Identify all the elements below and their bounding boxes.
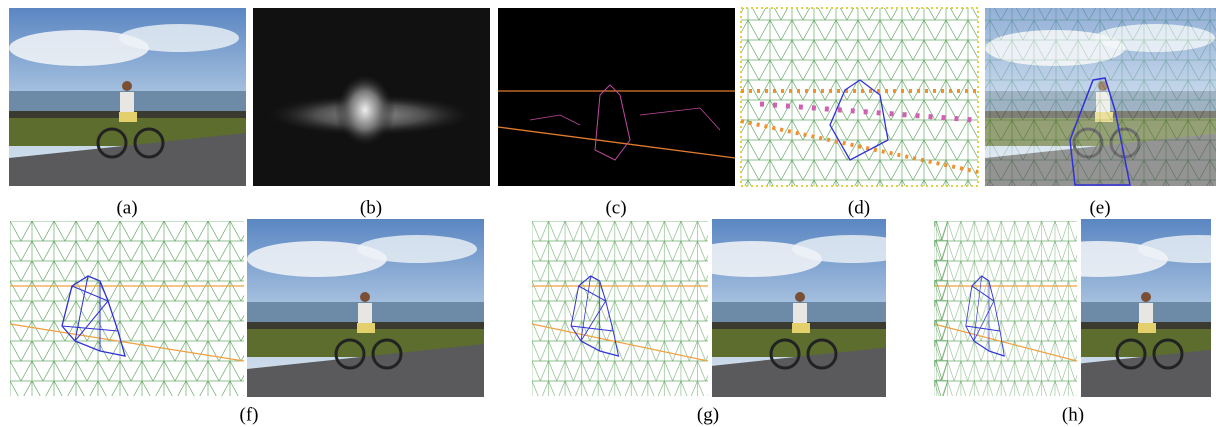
caption: (a) — [116, 197, 137, 218]
warped-mesh — [532, 221, 708, 396]
edge-map — [498, 8, 735, 186]
caption: (g) — [697, 404, 719, 425]
result-photo — [682, 219, 919, 397]
saliency-map — [253, 8, 490, 186]
caption: (e) — [1089, 197, 1110, 218]
photo — [9, 8, 246, 186]
caption: (d) — [848, 197, 870, 218]
mesh-overlay — [985, 8, 1216, 186]
warped-mesh — [10, 221, 244, 396]
mesh-constraints — [741, 8, 978, 186]
caption: (b) — [360, 197, 382, 218]
caption: (c) — [605, 197, 626, 218]
caption: (f) — [240, 404, 259, 425]
figure: (a) (b) (c) (d) (e) (f) (g) (h) — [0, 0, 1216, 427]
result-photo — [247, 219, 484, 397]
warped-mesh — [934, 221, 1077, 396]
caption: (h) — [1062, 404, 1084, 425]
